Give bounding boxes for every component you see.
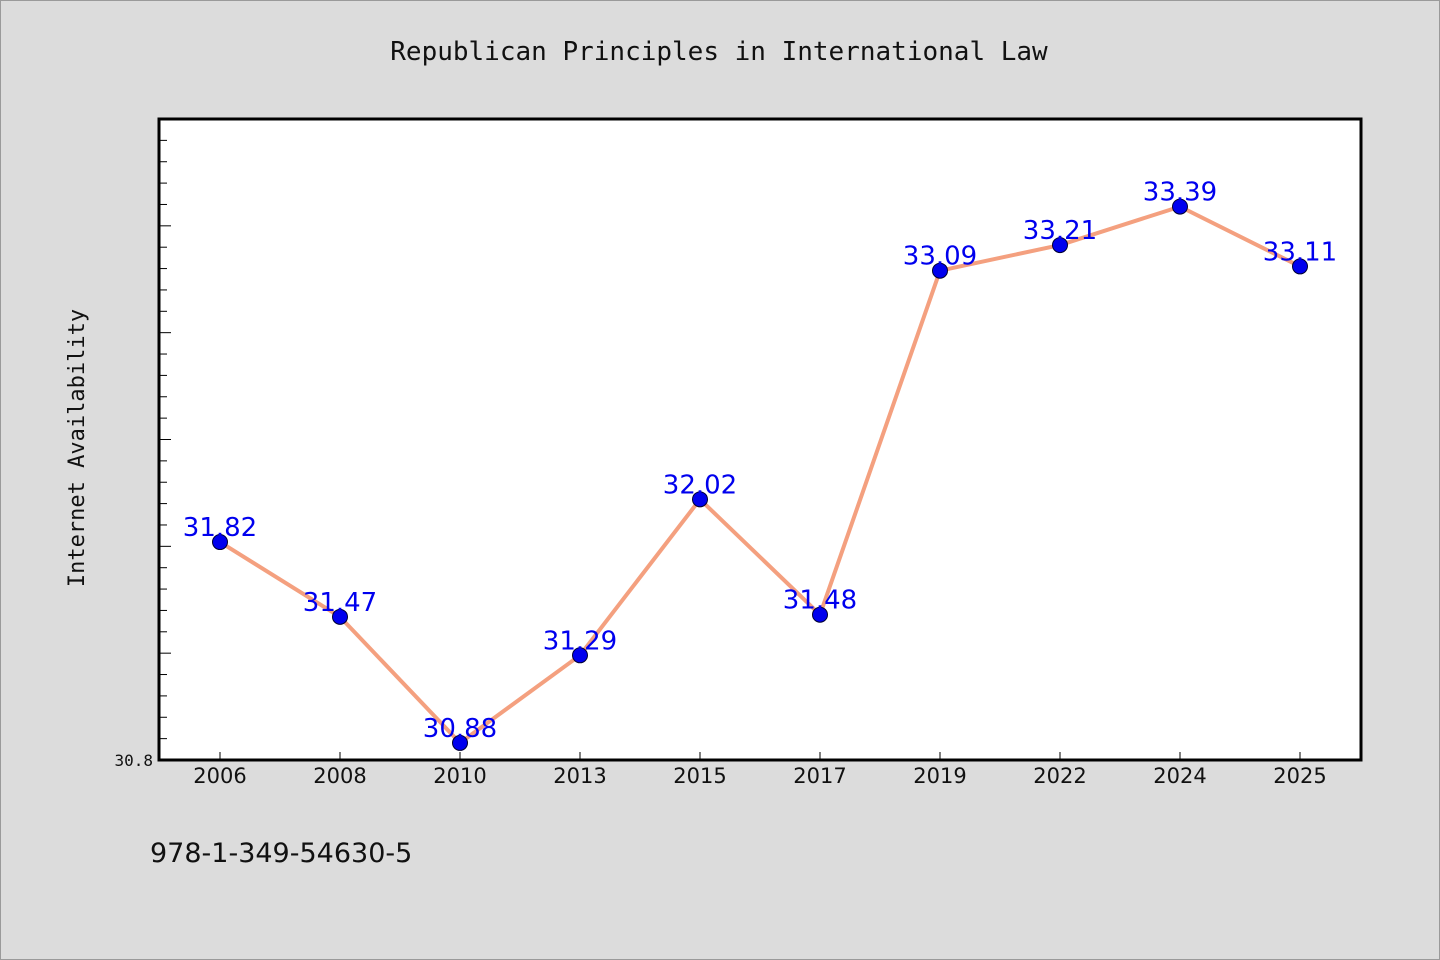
x-tick-label: 2025 (1273, 764, 1326, 788)
x-axis-ticks: 2006 2008 2010 2013 2015 2017 2019 2022 2024 2025 (193, 752, 1327, 788)
data-label: 33.39 (1143, 178, 1217, 208)
y-tick-label: 30.8 (114, 751, 153, 770)
data-label: 33.09 (903, 242, 977, 272)
y-axis-label: Internet Availability (65, 309, 90, 587)
data-label: 30.88 (423, 714, 497, 744)
x-tick-label: 2019 (913, 764, 966, 788)
x-tick-label: 2022 (1033, 764, 1086, 788)
x-tick-label: 2010 (433, 764, 486, 788)
data-point (812, 606, 828, 623)
data-label: 32.02 (663, 470, 737, 500)
data-point (452, 734, 468, 751)
data-series: 31.82 31.47 30.88 31.29 32.02 31.48 33.09 33.21… (183, 178, 1337, 751)
data-point (932, 262, 948, 279)
data-point (572, 647, 588, 664)
x-tick-label: 2013 (553, 764, 606, 788)
data-label: 33.11 (1263, 237, 1337, 267)
data-point (1292, 258, 1308, 275)
x-tick-label: 2017 (793, 764, 846, 788)
data-point (1052, 237, 1068, 254)
x-tick-label: 2024 (1153, 764, 1206, 788)
isbn-text: 978-1-349-54630-5 (150, 838, 412, 869)
x-tick-label: 2015 (673, 764, 726, 788)
x-tick-label: 2006 (193, 764, 246, 788)
x-tick-label: 2008 (313, 764, 366, 788)
data-point (212, 534, 228, 551)
data-label: 31.82 (183, 513, 257, 543)
plot-area (159, 119, 1361, 760)
data-point (332, 608, 348, 625)
plot-border (157, 117, 1363, 762)
data-point (1172, 198, 1188, 215)
series-line (218, 204, 1302, 745)
data-point (692, 491, 708, 508)
data-label: 33.21 (1023, 216, 1097, 246)
chart-title: Republican Principles in International L… (390, 37, 1048, 67)
data-label: 31.47 (303, 588, 377, 618)
data-label: 31.48 (783, 586, 857, 616)
data-label: 31.29 (543, 626, 617, 656)
